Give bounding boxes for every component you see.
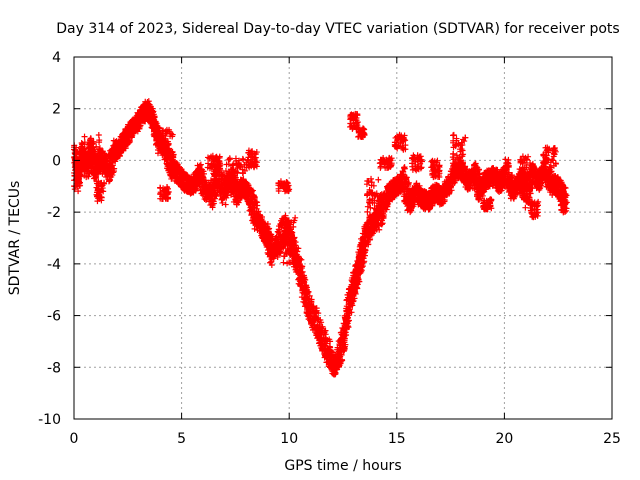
data-point: [106, 177, 113, 184]
data-point: [150, 115, 157, 122]
data-point: [111, 165, 118, 172]
data-point: [106, 176, 113, 183]
data-point: [126, 137, 133, 144]
data-point: [109, 157, 116, 164]
data-point: [130, 130, 137, 137]
data-point: [128, 133, 135, 140]
data-point: [90, 175, 97, 182]
data-point: [178, 166, 185, 173]
data-series: [71, 98, 570, 378]
data-point: [84, 165, 91, 172]
grid: [74, 57, 612, 419]
chart-title: Day 314 of 2023, Sidereal Day-to-day VTE…: [56, 21, 619, 37]
data-point: [151, 114, 158, 121]
